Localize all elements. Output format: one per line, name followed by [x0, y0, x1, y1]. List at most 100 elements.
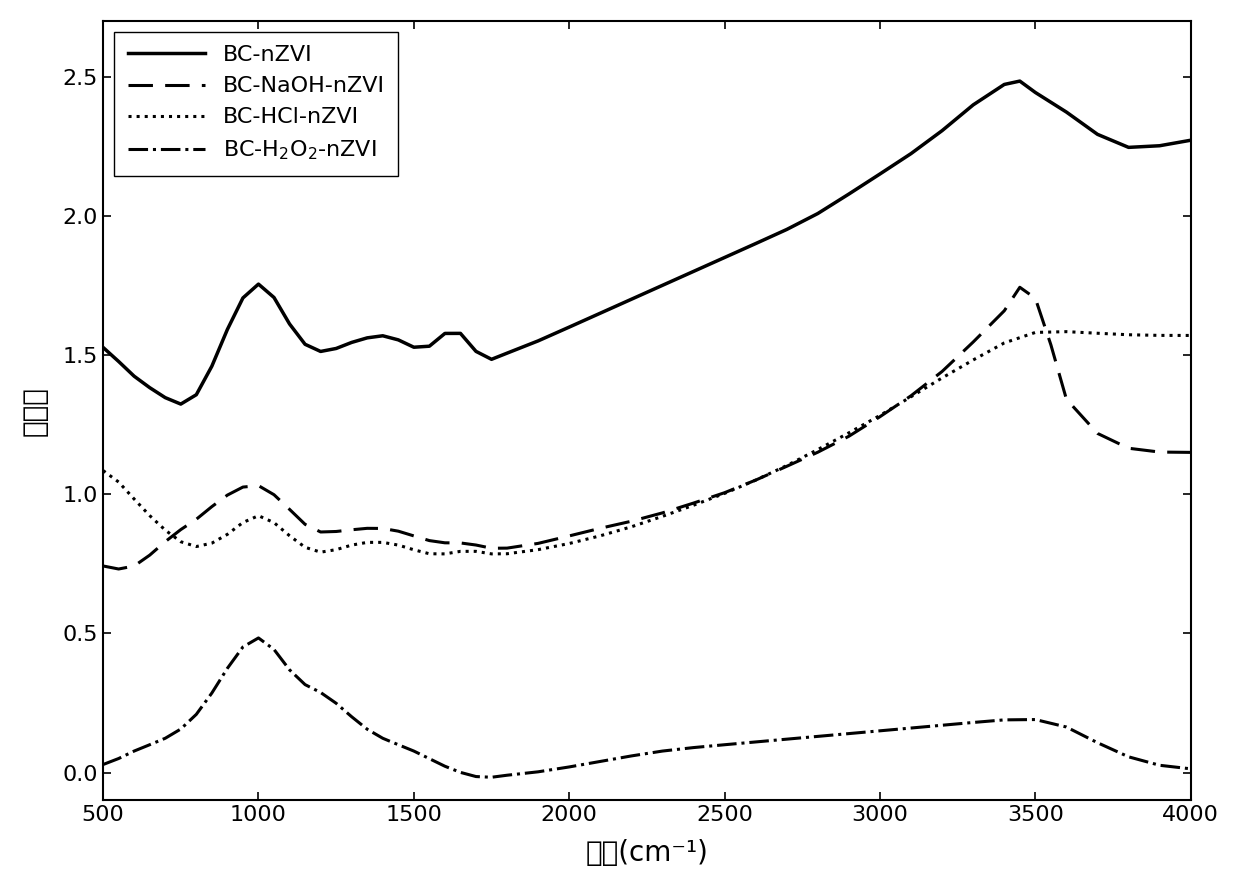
- BC-HCl-nZVI: [562, 538, 577, 549]
- BC-HCl-nZVI: [391, 540, 405, 551]
- BC-HCl-nZVI: [655, 511, 670, 521]
- BC-nZVI: [422, 341, 436, 352]
- BC-HCl-nZVI: [1090, 328, 1105, 338]
- BC-HCl-nZVI: [1028, 327, 1043, 337]
- BC-nZVI: [842, 188, 857, 199]
- BC-nZVI: [298, 339, 312, 350]
- BC-HCl-nZVI: [360, 537, 374, 548]
- BC-nZVI: [562, 321, 577, 332]
- BC-H$_2$O$_2$-nZVI: [236, 642, 250, 653]
- BC-H$_2$O$_2$-nZVI: [500, 770, 515, 781]
- BC-nZVI: [500, 348, 515, 359]
- BC-HCl-nZVI: [112, 477, 126, 488]
- BC-nZVI: [143, 383, 157, 393]
- BC-nZVI: [686, 266, 701, 277]
- BC-nZVI: [281, 319, 296, 329]
- BC-HCl-nZVI: [966, 354, 981, 365]
- BC-nZVI: [438, 328, 453, 338]
- BC-H$_2$O$_2$-nZVI: [298, 679, 312, 690]
- BC-nZVI: [1059, 107, 1074, 117]
- BC-nZVI: [95, 342, 110, 353]
- BC-H$_2$O$_2$-nZVI: [811, 731, 826, 741]
- BC-NaOH-nZVI: [112, 564, 126, 575]
- BC-NaOH-nZVI: [281, 504, 296, 515]
- BC-HCl-nZVI: [281, 530, 296, 541]
- BC-nZVI: [314, 346, 329, 357]
- BC-H$_2$O$_2$-nZVI: [126, 746, 141, 757]
- BC-H$_2$O$_2$-nZVI: [624, 750, 639, 761]
- BC-H$_2$O$_2$-nZVI: [157, 733, 172, 743]
- BC-H$_2$O$_2$-nZVI: [655, 746, 670, 757]
- BC-NaOH-nZVI: [1012, 282, 1027, 293]
- BC-HCl-nZVI: [174, 536, 188, 547]
- BC-NaOH-nZVI: [748, 475, 763, 486]
- BC-H$_2$O$_2$-nZVI: [314, 687, 329, 698]
- BC-HCl-nZVI: [267, 518, 281, 528]
- BC-nZVI: [1183, 135, 1198, 146]
- BC-nZVI: [811, 208, 826, 218]
- BC-H$_2$O$_2$-nZVI: [376, 733, 391, 743]
- BC-HCl-nZVI: [407, 544, 422, 555]
- BC-HCl-nZVI: [1152, 330, 1167, 341]
- BC-nZVI: [593, 308, 608, 319]
- BC-HCl-nZVI: [873, 410, 888, 421]
- BC-NaOH-nZVI: [1152, 447, 1167, 457]
- BC-HCl-nZVI: [438, 549, 453, 559]
- Line: BC-H$_2$O$_2$-nZVI: BC-H$_2$O$_2$-nZVI: [103, 638, 1190, 777]
- BC-nZVI: [469, 346, 484, 357]
- BC-HCl-nZVI: [624, 521, 639, 532]
- BC-nZVI: [748, 238, 763, 249]
- BC-HCl-nZVI: [469, 546, 484, 557]
- BC-nZVI: [236, 293, 250, 304]
- BC-nZVI: [1028, 87, 1043, 98]
- BC-H$_2$O$_2$-nZVI: [686, 742, 701, 753]
- BC-H$_2$O$_2$-nZVI: [593, 756, 608, 766]
- BC-H$_2$O$_2$-nZVI: [748, 737, 763, 748]
- BC-H$_2$O$_2$-nZVI: [112, 753, 126, 764]
- BC-HCl-nZVI: [1059, 326, 1074, 337]
- BC-HCl-nZVI: [205, 538, 219, 549]
- BC-nZVI: [531, 336, 546, 346]
- BC-HCl-nZVI: [329, 544, 343, 555]
- BC-nZVI: [655, 280, 670, 290]
- X-axis label: 波数(cm⁻¹): 波数(cm⁻¹): [585, 839, 708, 868]
- BC-H$_2$O$_2$-nZVI: [966, 718, 981, 728]
- BC-H$_2$O$_2$-nZVI: [281, 664, 296, 675]
- BC-HCl-nZVI: [345, 540, 360, 551]
- BC-HCl-nZVI: [219, 529, 234, 540]
- BC-HCl-nZVI: [453, 546, 467, 557]
- BC-nZVI: [157, 392, 172, 403]
- BC-H$_2$O$_2$-nZVI: [1028, 714, 1043, 725]
- BC-nZVI: [345, 337, 360, 348]
- BC-H$_2$O$_2$-nZVI: [1152, 760, 1167, 771]
- BC-H$_2$O$_2$-nZVI: [873, 725, 888, 736]
- BC-nZVI: [174, 399, 188, 409]
- BC-nZVI: [360, 332, 374, 343]
- BC-HCl-nZVI: [842, 427, 857, 438]
- BC-nZVI: [484, 354, 498, 365]
- BC-nZVI: [126, 371, 141, 382]
- BC-H$_2$O$_2$-nZVI: [904, 723, 919, 733]
- BC-HCl-nZVI: [314, 547, 329, 558]
- BC-H$_2$O$_2$-nZVI: [842, 728, 857, 739]
- BC-HCl-nZVI: [250, 511, 265, 521]
- Line: BC-nZVI: BC-nZVI: [103, 81, 1190, 404]
- BC-nZVI: [453, 328, 467, 338]
- BC-H$_2$O$_2$-nZVI: [562, 762, 577, 773]
- BC-H$_2$O$_2$-nZVI: [997, 715, 1012, 725]
- BC-NaOH-nZVI: [1183, 447, 1198, 457]
- BC-H$_2$O$_2$-nZVI: [407, 746, 422, 757]
- BC-HCl-nZVI: [157, 525, 172, 535]
- BC-nZVI: [935, 125, 950, 136]
- BC-nZVI: [219, 324, 234, 335]
- BC-H$_2$O$_2$-nZVI: [453, 767, 467, 778]
- BC-H$_2$O$_2$-nZVI: [1183, 764, 1198, 774]
- BC-H$_2$O$_2$-nZVI: [95, 759, 110, 770]
- BC-nZVI: [376, 330, 391, 341]
- BC-H$_2$O$_2$-nZVI: [1121, 751, 1136, 762]
- BC-HCl-nZVI: [484, 549, 498, 559]
- BC-H$_2$O$_2$-nZVI: [1059, 722, 1074, 733]
- Legend: BC-nZVI, BC-NaOH-nZVI, BC-HCl-nZVI, BC-H$_2$O$_2$-nZVI: BC-nZVI, BC-NaOH-nZVI, BC-HCl-nZVI, BC-H…: [114, 32, 398, 176]
- BC-nZVI: [624, 294, 639, 305]
- BC-nZVI: [407, 342, 422, 353]
